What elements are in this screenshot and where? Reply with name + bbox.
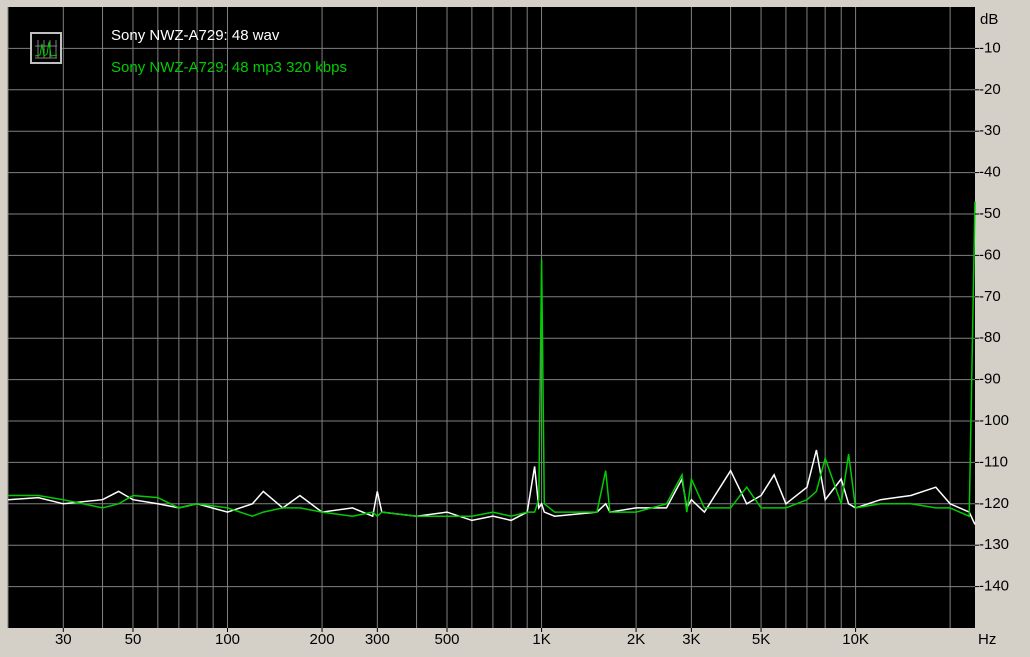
y-tick-label: -110 bbox=[979, 453, 1008, 470]
icon-trace bbox=[34, 41, 58, 57]
y-axis-label: dB bbox=[980, 11, 998, 28]
x-axis-label: Hz bbox=[978, 631, 996, 648]
y-tick-label: -120 bbox=[979, 495, 1009, 512]
legend-icon bbox=[30, 32, 62, 64]
y-tick-label: -140 bbox=[979, 578, 1009, 595]
x-tick-label: 10K bbox=[842, 631, 869, 648]
plot-area bbox=[8, 7, 975, 628]
x-tick-label: 100 bbox=[215, 631, 240, 648]
x-tick-label: 2K bbox=[627, 631, 645, 648]
x-tick-label: 5K bbox=[752, 631, 770, 648]
series-line bbox=[7, 449, 976, 525]
y-tick-label: -10 bbox=[979, 39, 1001, 56]
legend-entry: Sony NWZ-A729: 48 mp3 320 kbps bbox=[111, 59, 347, 76]
y-tick-label: -60 bbox=[979, 246, 1001, 263]
legend-entry: Sony NWZ-A729: 48 wav bbox=[111, 27, 280, 44]
y-tick-label: -30 bbox=[979, 122, 1001, 139]
y-tick-label: -100 bbox=[979, 412, 1009, 429]
series-line bbox=[8, 201, 976, 518]
x-tick-label: 1K bbox=[532, 631, 550, 648]
y-tick-label: -70 bbox=[979, 288, 1001, 305]
lines bbox=[7, 201, 976, 525]
x-tick-label: 500 bbox=[434, 631, 459, 648]
y-tick-label: -20 bbox=[979, 81, 1001, 98]
y-tick-label: -130 bbox=[979, 536, 1009, 553]
x-tick-label: 50 bbox=[125, 631, 142, 648]
x-tick-label: 3K bbox=[682, 631, 700, 648]
x-tick-label: 200 bbox=[310, 631, 335, 648]
y-tick-label: -40 bbox=[979, 164, 1001, 181]
y-tick-label: -90 bbox=[979, 371, 1001, 388]
x-tick-label: 300 bbox=[365, 631, 390, 648]
y-tick-label: -50 bbox=[979, 205, 1001, 222]
y-tick-label: -80 bbox=[979, 329, 1001, 346]
x-tick-label: 30 bbox=[55, 631, 72, 648]
